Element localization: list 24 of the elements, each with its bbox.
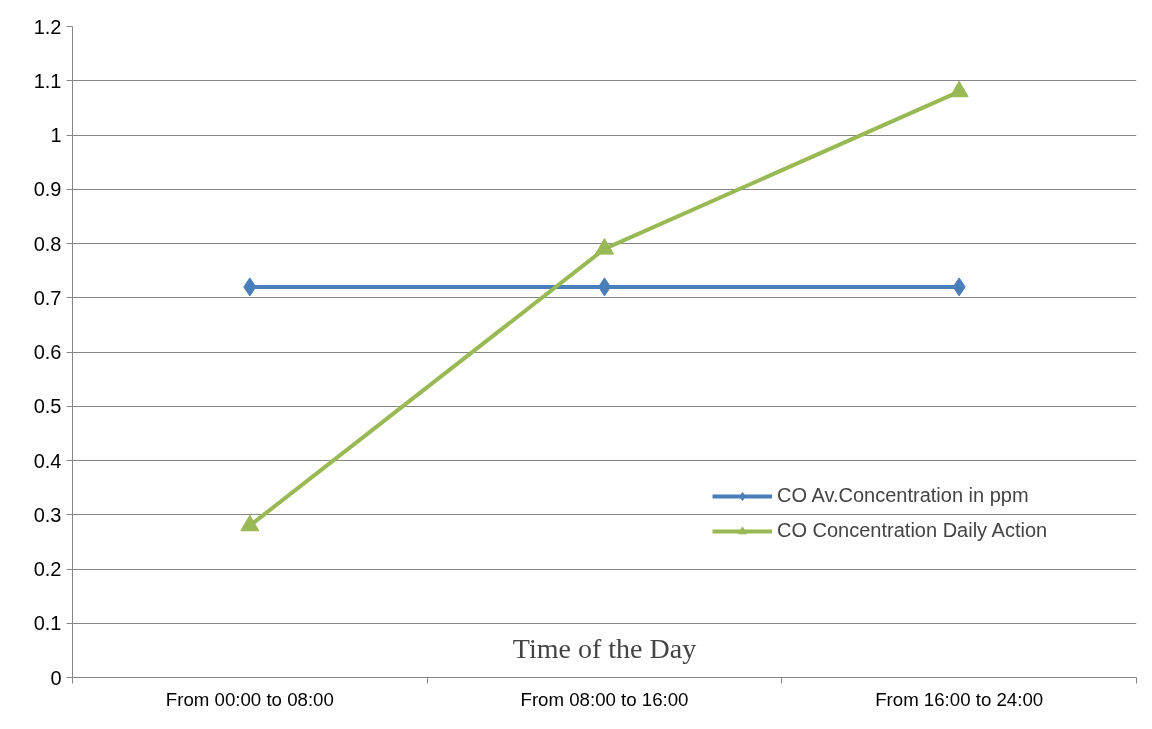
y-tick-label: 0.4 — [33, 449, 62, 472]
y-tick-label: 0.3 — [33, 503, 62, 526]
point — [243, 277, 257, 297]
legend-label: CO Av.Concentration in ppm — [777, 484, 1029, 507]
point — [240, 514, 260, 532]
y-tick-label: 0 — [50, 666, 62, 689]
point — [595, 238, 614, 255]
y-tick-label: 0.2 — [33, 558, 62, 580]
legend-label: CO Concentration Daily Action — [777, 519, 1048, 542]
y-tick-label: 0.7 — [33, 286, 62, 309]
y-tick-label: 1.2 — [33, 15, 62, 38]
y-tick-label: 1 — [50, 124, 62, 146]
point — [952, 277, 966, 297]
x-axis-title: Time of the Day — [512, 632, 697, 664]
y-tick-label: 0.8 — [33, 232, 62, 255]
y-tick-label: 0.9 — [33, 178, 62, 201]
y-tick-label: 0.1 — [33, 612, 62, 635]
x-tick-label: From 16:00 to 24:00 — [875, 688, 1044, 710]
point — [949, 80, 969, 98]
y-tick-label: 0.5 — [33, 395, 62, 418]
y-tick-label: 0.6 — [33, 341, 62, 363]
y-tick-label: 1.1 — [33, 69, 62, 92]
x-tick-label: From 08:00 to 16:00 — [520, 688, 689, 710]
x-tick-label: From 00:00 to 08:00 — [165, 688, 334, 710]
